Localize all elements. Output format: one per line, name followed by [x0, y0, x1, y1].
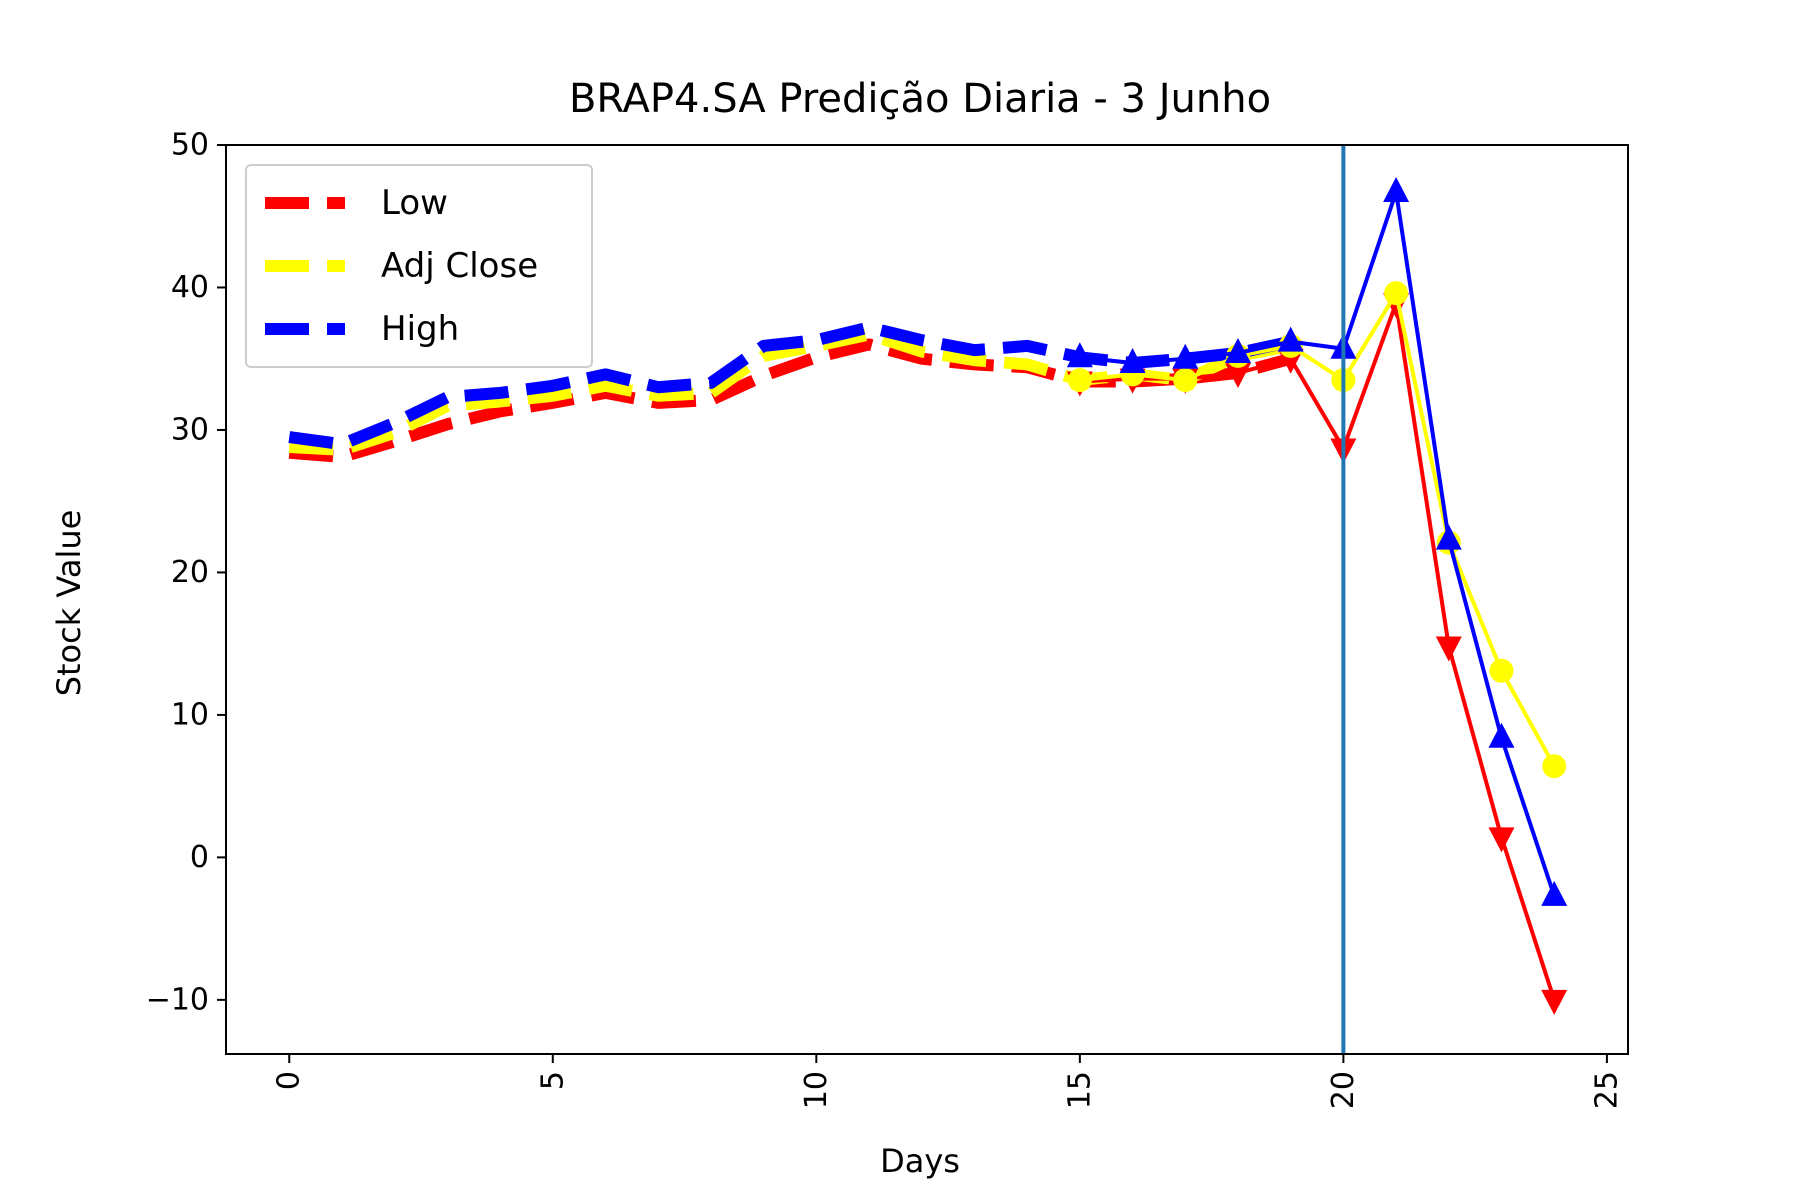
- high-prediction-point: [1277, 326, 1304, 352]
- adj-close-prediction-point: [1542, 754, 1567, 779]
- y-tick-label: −10: [146, 982, 209, 1017]
- y-tick-label: 10: [171, 697, 209, 732]
- x-tick-label: 15: [1062, 1071, 1097, 1109]
- high-prediction-point: [1172, 343, 1199, 369]
- plot-frame: [225, 144, 1629, 1055]
- x-tick-label: 5: [535, 1071, 570, 1090]
- adj-close-historical-line: [288, 328, 1292, 456]
- y-tick-label: 40: [171, 270, 209, 305]
- chart-title: BRAP4.SA Predição Diaria - 3 Junho: [569, 76, 1271, 122]
- low-prediction-point: [1488, 827, 1515, 853]
- x-tick-label: 25: [1589, 1071, 1624, 1109]
- adj-close-prediction-point: [1384, 281, 1409, 306]
- high-prediction-point: [1435, 524, 1462, 550]
- high-prediction-point: [1383, 177, 1410, 203]
- low-prediction-point: [1224, 362, 1251, 388]
- low-prediction-point: [1541, 989, 1568, 1015]
- high-prediction-point: [1066, 342, 1093, 368]
- y-tick-label: 50: [171, 128, 209, 163]
- y-tick-label: 0: [190, 840, 209, 875]
- x-axis-title: Days: [880, 1142, 960, 1180]
- legend: Low Adj Close High: [245, 164, 593, 368]
- legend-label-adj-close: Adj Close: [381, 246, 538, 286]
- legend-box: [245, 164, 593, 368]
- high-prediction-point: [1541, 880, 1568, 906]
- high-prediction-line: [1079, 190, 1557, 897]
- x-tick-label: 0: [272, 1071, 307, 1090]
- x-tick-label: 20: [1326, 1071, 1361, 1109]
- y-tick-label: 20: [171, 555, 209, 590]
- low-prediction-point: [1435, 636, 1462, 662]
- adj-close-prediction-point: [1067, 368, 1092, 393]
- x-tick-label: 10: [799, 1071, 834, 1109]
- legend-label-low: Low: [381, 183, 448, 223]
- high-prediction-point: [1224, 338, 1251, 364]
- legend-label-high: High: [381, 309, 459, 349]
- axes-layer: 0 5 10 15 20 25 −10 0 10 20 30 40 50: [146, 128, 1625, 1110]
- y-axis-title: Stock Value: [50, 510, 88, 697]
- high-prediction-point: [1119, 347, 1146, 373]
- high-prediction-point: [1488, 722, 1515, 748]
- adj-close-prediction-line: [1079, 291, 1556, 768]
- adj-close-prediction-point: [1489, 658, 1514, 683]
- low-historical-line: [288, 338, 1293, 464]
- high-historical-line: [288, 321, 1292, 451]
- adj-close-prediction-point: [1173, 368, 1198, 393]
- y-tick-label: 30: [171, 412, 209, 447]
